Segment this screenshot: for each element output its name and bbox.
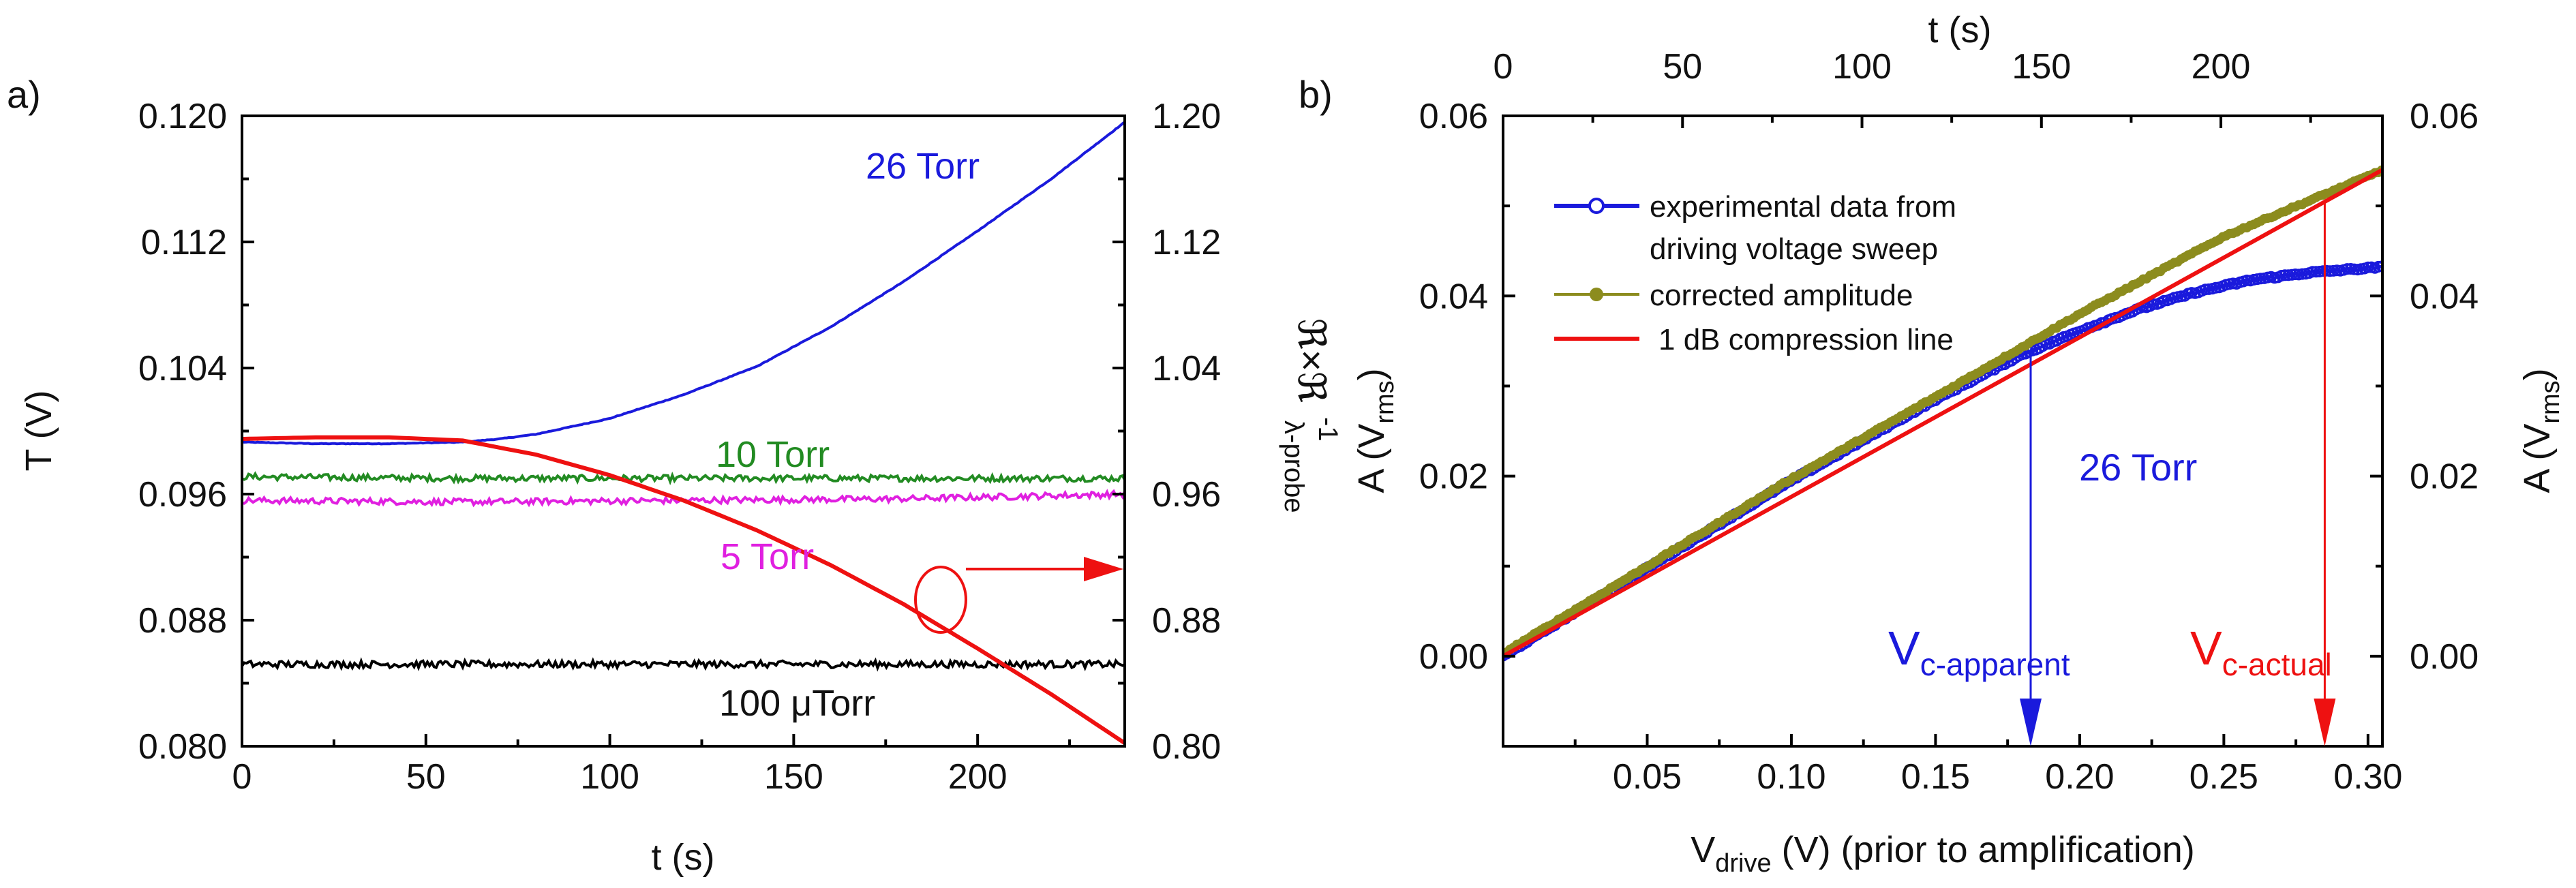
b-top-tick-label: 50 <box>1663 47 1702 87</box>
a-x-tick-label: 200 <box>948 757 1007 797</box>
x-title-v: V <box>1691 829 1715 870</box>
b-x-tick-label: 0.20 <box>2045 757 2114 797</box>
b-x-tick-label: 0.05 <box>1613 757 1682 797</box>
b-right-tick-label: 0.06 <box>2410 97 2479 136</box>
right-axis-title-sup: -1 <box>1313 417 1343 442</box>
a-x-tick-label: 50 <box>406 757 446 797</box>
b-left-tick-label: 0.06 <box>1419 97 1488 136</box>
panel-a-series-2 <box>242 489 1125 508</box>
b-right-tick-label: 0.02 <box>2410 457 2479 497</box>
b-left-title-sub: rms <box>1371 380 1399 423</box>
b-top-tick-label: 0 <box>1494 47 1513 87</box>
panel-a-x-axis-title: t (s) <box>652 837 715 878</box>
panel-b-x-axis-title: Vdrive (V) (prior to amplification) <box>1691 829 2195 878</box>
a-right-tick-label: 0.80 <box>1152 727 1221 767</box>
panel-a-left-axis-title: T (V) <box>18 391 59 472</box>
panel-b-top-axis-title: t (s) <box>1928 10 1992 50</box>
panel-a-label: a) <box>7 73 41 116</box>
b-right-title-main: A (V <box>2517 424 2558 493</box>
vc-apparent-main: V <box>1888 622 1920 675</box>
b-top-tick-label: 100 <box>1832 47 1892 87</box>
panel-a: a) 0 50 100 150 200 0.080 0.088 0.096 0.104 0.112… <box>7 73 1343 878</box>
b-left-title-close: ) <box>1351 368 1392 380</box>
panel-b: b) 0.05 0.10 0.15 0.20 0.25 0.30 0 50 100 150 200 0… <box>1299 10 2565 878</box>
vc-apparent-sub: c-apparent <box>1920 647 2070 682</box>
vc-actual-main: V <box>2190 622 2222 675</box>
x-title-sub: drive <box>1715 849 1771 878</box>
label-10-torr: 10 Torr <box>716 434 830 475</box>
legend-label-compression: 1 dB compression line <box>1658 323 1954 356</box>
b-right-tick-label: 0.04 <box>2410 277 2479 316</box>
right-axis-title-sub: λ-probe <box>1279 420 1309 513</box>
legend-label-corrected: corrected amplitude <box>1650 279 1913 312</box>
legend-marker-filled-circle <box>1590 288 1603 301</box>
a-left-tick-label: 0.088 <box>138 601 227 641</box>
panel-b-plot-area <box>1503 165 2382 662</box>
legend-label-experimental-2: driving voltage sweep <box>1650 232 1938 266</box>
vc-actual-label: Vc-actual <box>2190 622 2332 682</box>
right-axis-title-main: ℜ×ℜ <box>1290 318 1333 403</box>
panel-a-right-axis-title: ℜ×ℜ λ-probe -1 <box>1279 318 1343 513</box>
a-x-tick-label: 150 <box>764 757 823 797</box>
x-title-rest: (V) (prior to amplification) <box>1772 829 2195 870</box>
a-x-tick-label: 100 <box>580 757 639 797</box>
a-left-tick-label: 0.120 <box>138 97 227 136</box>
legend-marker-open-circle <box>1588 198 1605 214</box>
label-100-utorr: 100 μTorr <box>719 683 875 724</box>
right-axis-indicator-arrowhead <box>1084 557 1123 581</box>
panel-a-series-0 <box>242 121 1125 446</box>
a-left-tick-label: 0.096 <box>138 475 227 515</box>
b-x-tick-label: 0.15 <box>1901 757 1970 797</box>
b-series-1 <box>1503 165 2382 658</box>
a-right-tick-label: 0.88 <box>1152 601 1221 641</box>
legend-label-experimental-1: experimental data from <box>1650 190 1956 224</box>
panel-b-right-axis-title: A (Vrms) <box>2517 368 2565 493</box>
a-left-tick-label: 0.104 <box>138 349 227 388</box>
panel-b-26-torr-label: 26 Torr <box>2079 446 2197 489</box>
a-left-tick-label: 0.080 <box>138 727 227 767</box>
b-x-tick-label: 0.30 <box>2333 757 2402 797</box>
a-x-tick-label: 0 <box>232 757 252 797</box>
a-left-tick-label: 0.112 <box>141 223 227 262</box>
panel-b-frame <box>1502 114 2384 748</box>
panel-a-frame <box>241 114 1126 748</box>
vc-actual-sub: c-actual <box>2222 647 2332 682</box>
label-26-torr: 26 Torr <box>866 146 980 187</box>
b-right-title-close: ) <box>2517 368 2558 380</box>
right-axis-indicator-ellipse <box>914 566 967 634</box>
b-x-tick-label: 0.25 <box>2189 757 2258 797</box>
label-5-torr: 5 Torr <box>721 536 814 577</box>
a-right-tick-label: 0.96 <box>1152 475 1221 515</box>
panel-a-series-3 <box>242 657 1125 672</box>
a-right-tick-label: 1.12 <box>1152 223 1221 262</box>
b-top-tick-label: 200 <box>2192 47 2251 87</box>
b-x-tick-label: 0.10 <box>1757 757 1825 797</box>
panel-a-series-4 <box>242 435 1125 745</box>
b-right-title-sub: rms <box>2536 380 2565 423</box>
b-right-tick-label: 0.00 <box>2410 637 2479 677</box>
b-series-0 <box>1503 260 2382 662</box>
b-series-line-1 <box>1503 168 2382 655</box>
b-left-title-main: A (V <box>1351 424 1392 493</box>
b-top-tick-label: 150 <box>2012 47 2071 87</box>
b-compression-line-top <box>1503 168 2382 658</box>
b-left-tick-label: 0.04 <box>1419 277 1488 316</box>
panel-a-series-1 <box>242 471 1125 486</box>
vc-apparent-label: Vc-apparent <box>1888 622 2070 682</box>
a-right-tick-label: 1.20 <box>1152 97 1221 136</box>
panel-a-plot-area <box>242 121 1125 745</box>
panel-b-left-axis-title: A (Vrms) <box>1351 368 1399 493</box>
b-left-tick-label: 0.02 <box>1419 457 1488 497</box>
b-left-tick-label: 0.00 <box>1419 637 1488 677</box>
panel-b-legend: experimental data from driving voltage s… <box>1554 190 1956 356</box>
vc-apparent-arrowhead <box>2020 699 2042 746</box>
vc-actual-arrowhead <box>2314 699 2336 746</box>
panel-b-label: b) <box>1299 73 1333 116</box>
a-right-tick-label: 1.04 <box>1152 349 1221 388</box>
